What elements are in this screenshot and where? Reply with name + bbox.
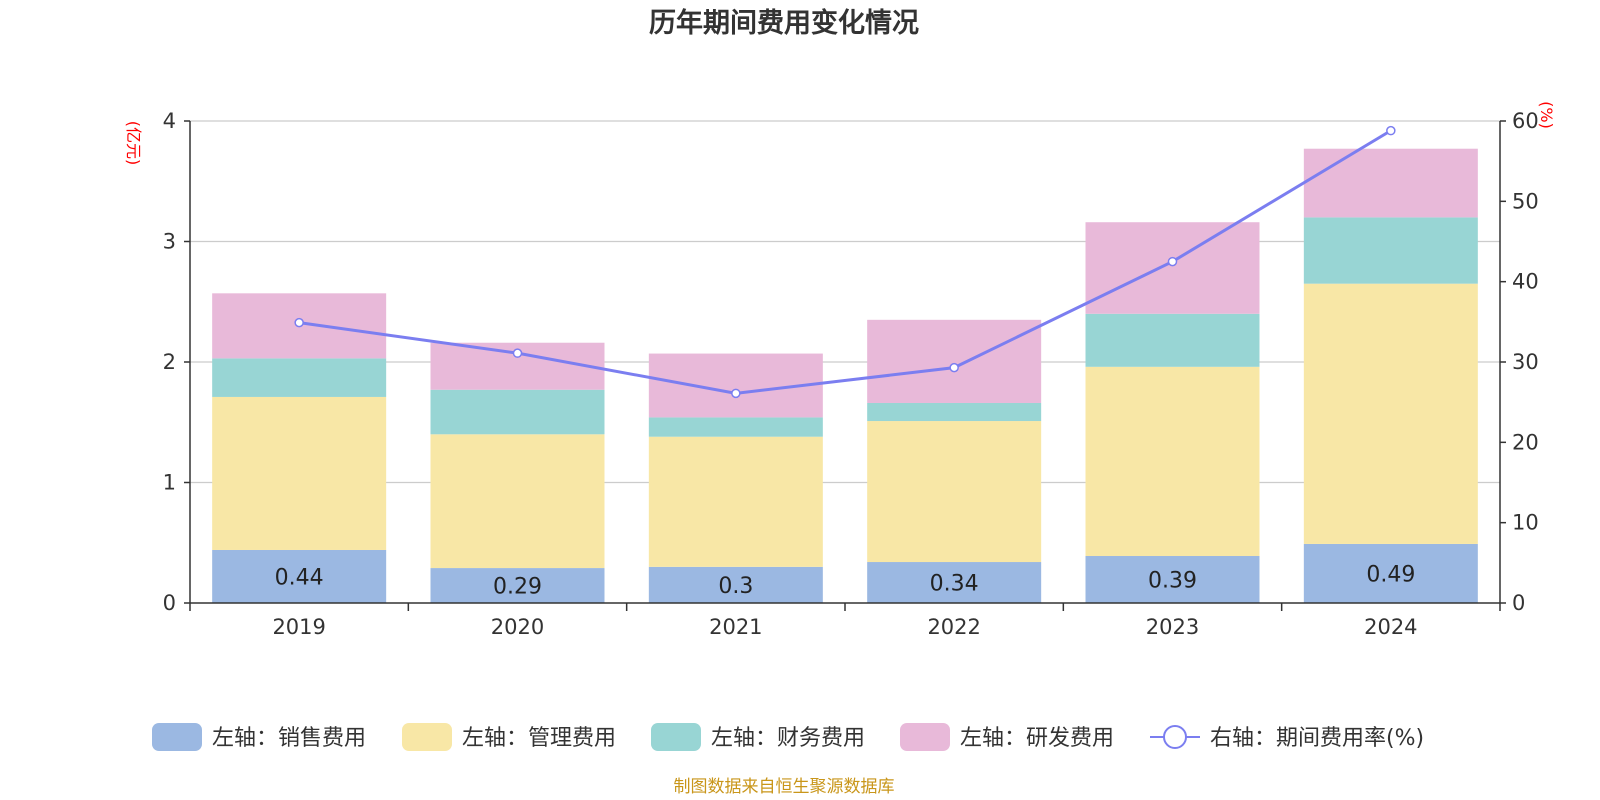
left-tick-label: 1 [163,471,176,495]
bar-value-label: 0.29 [493,575,542,600]
bar-segment [1085,366,1260,557]
left-axis-unit: (亿元) [124,121,143,166]
legend-swatch [900,723,950,751]
right-axis-unit: (%) [1537,101,1556,129]
line-point [512,348,523,358]
bar-segment [867,402,1042,422]
bar-segment [430,434,605,569]
legend-swatch [152,723,202,751]
right-tick-label: 30 [1512,350,1539,374]
bar-segment [867,562,1042,603]
line-point [1167,256,1178,267]
bar-segment [430,568,605,603]
right-tick-label: 20 [1512,430,1539,454]
bar-segment [1085,222,1260,314]
line-series-path [298,129,1392,395]
legend-label: 左轴：财务费用 [711,726,865,751]
bar-segment [1085,556,1260,603]
bar-segment [212,396,387,550]
left-tick-label: 0 [163,591,176,615]
line-layer [294,125,1396,399]
legend-swatch [651,723,701,751]
left-tick-label: 3 [163,230,176,254]
bar-segment [648,566,823,603]
line-point [294,317,304,328]
bar-segment [1303,148,1478,218]
source-footnote: 制图数据来自恒生聚源数据库 [674,777,895,797]
bar-value-label: 0.44 [275,565,324,590]
x-tick-label: 2024 [1364,615,1417,639]
legend-label: 左轴：销售费用 [212,726,366,751]
bar-value-label: 0.34 [930,572,979,597]
bar-segment [1303,543,1478,603]
legend-label: 左轴：研发费用 [960,726,1114,751]
legend-swatch [402,723,452,751]
bar-value-label: 0.39 [1148,569,1197,594]
chart-title: 历年期间费用变化情况 [649,7,919,39]
legend: 左轴：销售费用 左轴：管理费用 左轴：财务费用 左轴：研发费用 右轴：期间费用率(%) [152,723,1424,751]
bar-segment [648,417,823,437]
bar-segment [1085,313,1260,367]
bar-segment [648,436,823,567]
bar-layer: 0.44 0.29 0.3 0.34 0.39 0.49 [212,148,1478,603]
bar-segment [212,358,387,397]
x-tick-label: 2019 [272,615,325,639]
gridlines [190,120,1500,484]
legend-label: 左轴：管理费用 [462,726,616,751]
bar-segment [1303,283,1478,544]
right-tick-label: 0 [1512,591,1525,615]
bar-segment [1303,217,1478,284]
right-tick-label: 60 [1512,109,1539,133]
legend-marker [1163,725,1187,749]
bar-segment [430,389,605,435]
x-tick-label: 2020 [491,615,544,639]
line-point [731,388,741,399]
bar-segment [867,421,1042,563]
bar-value-label: 0.3 [718,574,753,599]
line-point [1386,125,1396,136]
x-tick-label: 2023 [1146,615,1199,639]
x-tick-label: 2021 [709,615,762,639]
bar-value-label: 0.49 [1366,562,1415,587]
x-tick-label: 2022 [927,615,980,639]
right-tick-label: 10 [1512,511,1539,535]
left-tick-label: 2 [163,350,176,374]
right-tick-label: 50 [1512,189,1539,213]
legend-label: 右轴：期间费用率(%) [1210,726,1424,751]
bar-segment [212,549,387,603]
line-point [949,362,959,373]
left-tick-label: 4 [163,109,176,133]
bar-segment [867,319,1042,403]
right-tick-label: 40 [1512,270,1539,294]
